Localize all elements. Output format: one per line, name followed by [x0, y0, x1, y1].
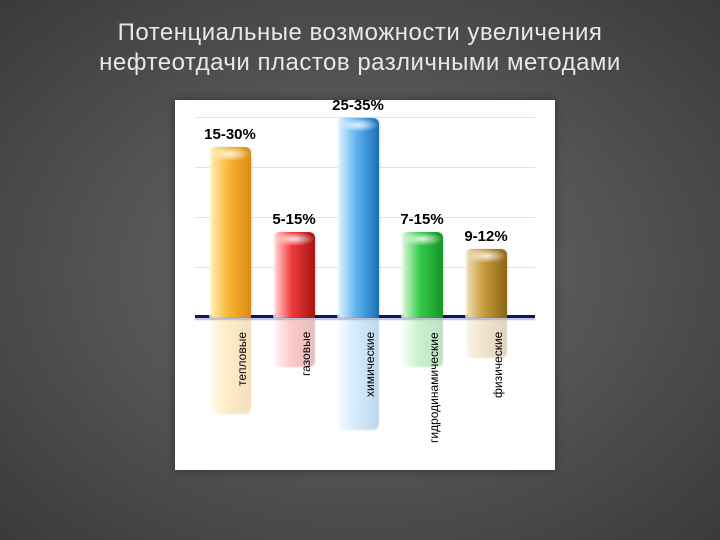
bar — [209, 147, 251, 318]
bar — [401, 232, 443, 318]
plot-area: 15-30%5-15%25-35%7-15%9-12% — [195, 118, 535, 318]
value-label: 15-30% — [190, 126, 270, 143]
category-label: гидродинамические — [427, 332, 441, 443]
bar — [273, 232, 315, 318]
slide-title: Потенциальные возможности увеличения неф… — [0, 0, 720, 78]
slide: Потенциальные возможности увеличения неф… — [0, 0, 720, 540]
chart-panel: 15-30%5-15%25-35%7-15%9-12% тепловыегазо… — [175, 100, 555, 470]
category-label: химические — [363, 332, 377, 397]
category-label: физические — [491, 332, 505, 398]
category-label: тепловые — [235, 332, 249, 386]
bar — [337, 118, 379, 318]
value-label: 25-35% — [318, 97, 398, 114]
value-label: 5-15% — [254, 211, 334, 228]
bar — [465, 249, 507, 318]
value-label: 9-12% — [446, 228, 526, 245]
category-label: газовые — [299, 332, 313, 376]
value-label: 7-15% — [382, 211, 462, 228]
